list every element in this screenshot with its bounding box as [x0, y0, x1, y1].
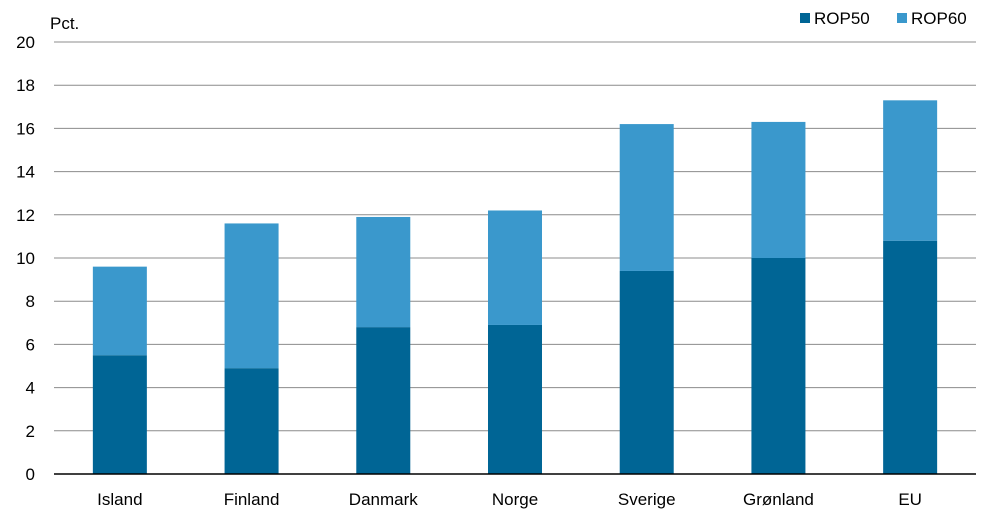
- y-tick-label: 0: [26, 465, 35, 484]
- y-axis-ticks: 0 2 4 6 8 10 12 14 16 18 20: [16, 33, 35, 484]
- bar-rop50-5: [619, 270, 674, 474]
- x-tick-label: Sverige: [618, 490, 676, 509]
- legend-label-rop60: ROP60: [911, 9, 967, 28]
- y-tick-label: 12: [16, 206, 35, 225]
- x-tick-label: Danmark: [349, 490, 418, 509]
- y-tick-label: 16: [16, 119, 35, 138]
- legend-swatch-rop50: [800, 13, 810, 23]
- x-tick-label: Grønland: [743, 490, 814, 509]
- bar-rop50-4: [488, 324, 542, 474]
- y-tick-label: 8: [26, 292, 35, 311]
- bar-rop50-1: [92, 355, 147, 474]
- bar-rop60-4: [488, 210, 542, 325]
- bar-rop60-1: [92, 266, 147, 356]
- bar-rop60-2: [224, 223, 279, 369]
- y-axis-unit-label: Pct.: [50, 14, 79, 33]
- legend-label-rop50: ROP50: [814, 9, 870, 28]
- y-tick-label: 14: [16, 163, 35, 182]
- x-tick-label: Island: [97, 490, 142, 509]
- bar-rop50-7: [883, 240, 938, 474]
- bar-rop60-5: [619, 124, 674, 271]
- bars: [92, 100, 938, 474]
- y-tick-label: 4: [26, 379, 35, 398]
- y-tick-label: 6: [26, 335, 35, 354]
- bar-rop60-6: [751, 121, 806, 258]
- x-tick-label: EU: [898, 490, 922, 509]
- x-axis-labels: Island Finland Danmark Norge Sverige Grønland…: [97, 490, 922, 509]
- y-tick-label: 18: [16, 76, 35, 95]
- y-tick-label: 10: [16, 249, 35, 268]
- y-tick-label: 2: [26, 422, 35, 441]
- x-tick-label: Norge: [492, 490, 538, 509]
- x-tick-label: Finland: [224, 490, 280, 509]
- bar-rop50-3: [356, 327, 411, 474]
- legend-swatch-rop60: [897, 13, 907, 23]
- y-tick-label: 20: [16, 33, 35, 52]
- bar-rop50-2: [224, 368, 279, 474]
- legend: ROP50 ROP60: [800, 9, 967, 28]
- bar-rop60-7: [883, 100, 938, 241]
- bar-rop50-6: [751, 258, 806, 474]
- bar-rop60-3: [356, 216, 411, 328]
